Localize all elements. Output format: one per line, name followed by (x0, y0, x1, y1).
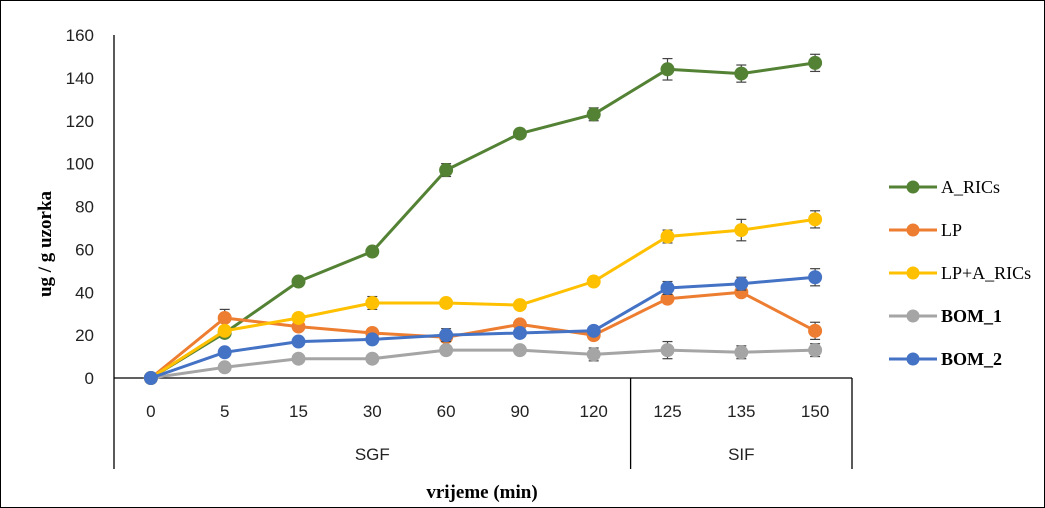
data-point (439, 328, 454, 343)
data-point (660, 343, 675, 358)
data-point (217, 345, 232, 360)
data-point (143, 371, 158, 385)
data-point (217, 323, 232, 338)
x-tick-label: 0 (146, 402, 155, 421)
legend-label: BOM_2 (941, 349, 1002, 369)
y-axis-title: ug / g uzorka (35, 190, 56, 297)
data-point (291, 351, 306, 366)
data-point (512, 325, 527, 340)
data-point (586, 347, 601, 362)
data-point (808, 343, 823, 358)
y-tick-label: 0 (85, 369, 94, 388)
series-bom-1 (143, 340, 823, 385)
data-point (365, 295, 380, 310)
series-line (149, 290, 816, 380)
y-tick-label: 40 (75, 283, 94, 302)
series-line (150, 217, 816, 380)
data-point (734, 276, 749, 291)
data-point (660, 280, 675, 295)
data-point (734, 223, 749, 238)
x-tick-label: 150 (801, 402, 829, 421)
y-tick-label: 120 (66, 112, 94, 131)
x-tick-label: 125 (653, 402, 681, 421)
data-point (217, 310, 232, 325)
data-point (365, 351, 380, 366)
x-tick-label: 15 (289, 402, 308, 421)
data-point (734, 345, 749, 360)
x-tick-label: 90 (510, 402, 529, 421)
data-point (808, 212, 823, 227)
legend: A_RICs LP LP+A_RICs BOM_1 BOM_2 (889, 177, 1031, 369)
series-line (150, 275, 816, 380)
data-point (439, 295, 454, 310)
data-point (439, 343, 454, 358)
axes: 0 20 40 60 80 100 120 140 160 0 5 15 30 60 90 120 125 135… (66, 26, 853, 469)
data-point (586, 274, 601, 289)
data-point (660, 229, 675, 244)
legend-marker (906, 352, 920, 366)
series-bom-2 (143, 268, 823, 385)
y-tick-label: 80 (75, 198, 94, 217)
x-tick-label: 5 (220, 402, 229, 421)
y-tick-label: 60 (75, 240, 94, 259)
legend-marker (906, 266, 920, 280)
legend-marker (906, 223, 920, 237)
data-point (660, 62, 675, 77)
series-layer (143, 53, 823, 385)
legend-label: BOM_1 (941, 306, 1002, 326)
x-tick-label: 30 (363, 402, 382, 421)
legend-label: A_RICs (941, 177, 1000, 197)
data-point (217, 360, 232, 375)
data-point (512, 298, 527, 313)
x-tick-label: 60 (437, 402, 456, 421)
y-tick-label: 100 (66, 155, 94, 174)
x-tick-label: 135 (727, 402, 755, 421)
series-lp-a-rics (143, 210, 823, 385)
x-axis-title: vrijeme (min) (426, 482, 537, 503)
data-point (512, 343, 527, 358)
y-tick-label: 20 (75, 326, 94, 345)
data-point (586, 323, 601, 338)
data-point (291, 334, 306, 349)
y-tick-label: 160 (66, 26, 94, 45)
series-line (150, 61, 816, 380)
data-point (439, 163, 454, 178)
group-label: SIF (728, 445, 754, 464)
data-point (512, 126, 527, 141)
x-tick-label: 120 (580, 402, 608, 421)
data-point (808, 323, 823, 338)
data-point (808, 270, 823, 285)
series-line (150, 348, 816, 380)
legend-label: LP+A_RICs (941, 263, 1031, 283)
y-tick-label: 140 (66, 69, 94, 88)
legend-marker (906, 309, 920, 323)
data-point (365, 244, 380, 259)
legend-label: LP (941, 220, 962, 240)
data-point (734, 66, 749, 81)
data-point (808, 55, 823, 70)
data-point (291, 274, 306, 289)
data-point (586, 107, 601, 122)
legend-marker (906, 180, 920, 194)
group-label: SGF (355, 445, 390, 464)
data-point (365, 332, 380, 347)
data-point (291, 310, 306, 325)
